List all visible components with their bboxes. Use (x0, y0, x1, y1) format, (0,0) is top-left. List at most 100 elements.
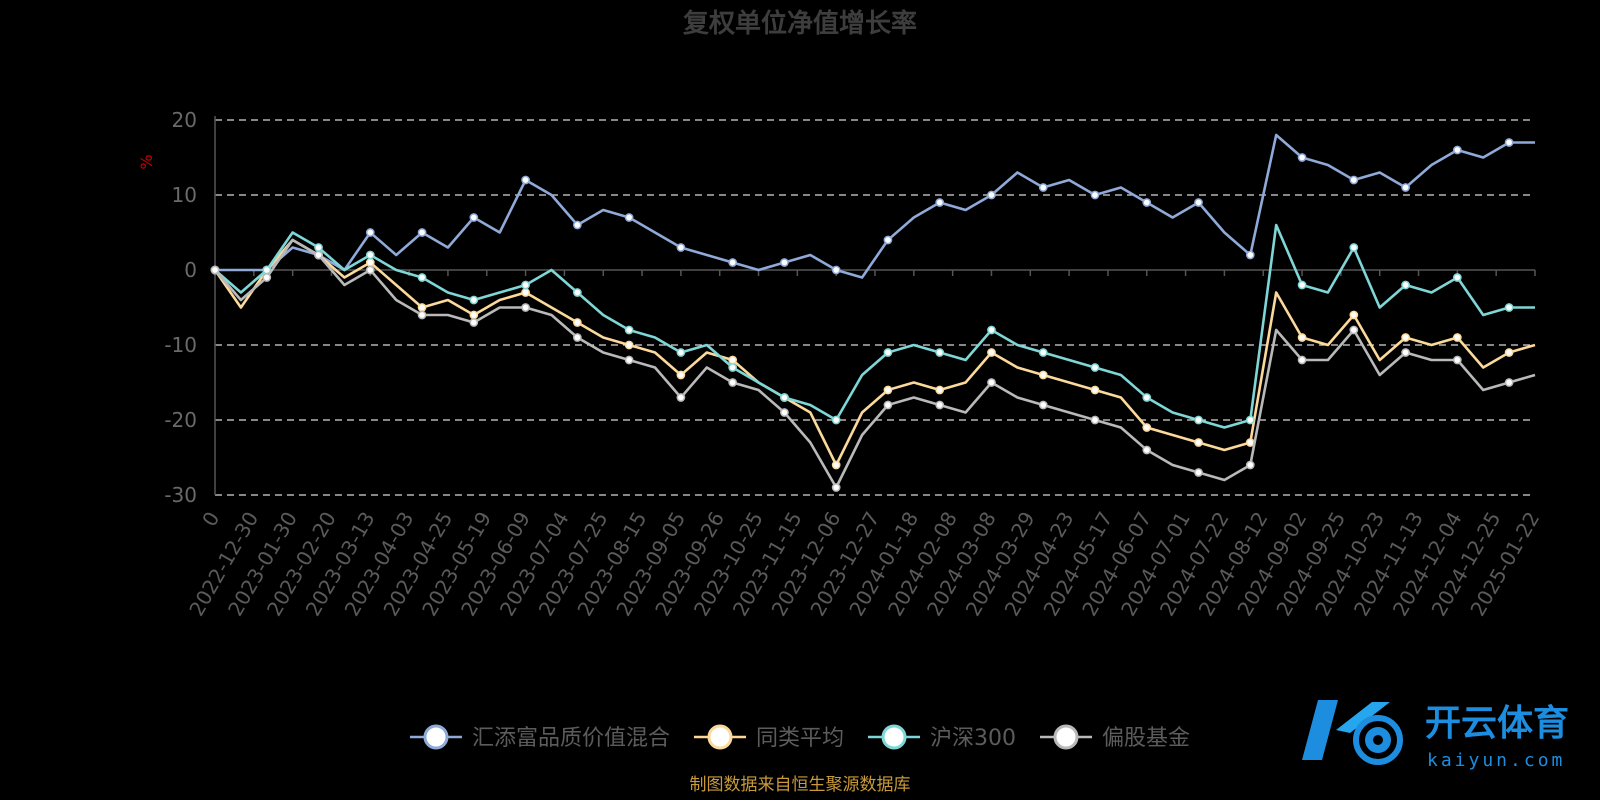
chart-title: 复权单位净值增长率 (683, 8, 917, 39)
data-point (1194, 198, 1203, 207)
data-point (676, 348, 686, 357)
data-point (1142, 423, 1152, 432)
legend-label: 同类平均 (756, 726, 844, 751)
x-tick-label: 0 (197, 508, 224, 531)
data-point (831, 483, 841, 492)
data-point (676, 393, 686, 402)
series-1 (210, 238, 1536, 470)
data-point (831, 415, 841, 425)
y-tick-label: 0 (184, 258, 197, 282)
data-point (780, 258, 789, 267)
data-point (1038, 348, 1048, 357)
data-point (365, 228, 375, 237)
data-point (676, 370, 686, 380)
data-point (1349, 243, 1359, 252)
data-point (1297, 153, 1307, 162)
legend-marker (1053, 724, 1079, 750)
series-lines (210, 133, 1536, 492)
data-point (1142, 445, 1152, 455)
data-point (417, 310, 427, 320)
data-point (831, 460, 841, 470)
data-point (365, 258, 375, 267)
data-source-note: 制图数据来自恒生聚源数据库 (690, 775, 911, 795)
data-point (1401, 280, 1410, 290)
data-point (624, 213, 634, 222)
data-point (728, 378, 737, 387)
data-point (987, 378, 996, 387)
legend-item-1[interactable]: 同类平均 (693, 724, 844, 751)
y-tick-label: 10 (172, 183, 197, 207)
series-line (215, 133, 1535, 279)
data-point (1453, 355, 1462, 365)
y-tick-label: -20 (164, 408, 197, 432)
series-line (214, 238, 1536, 489)
kaiyun-logo: 开云体育 kaiyun.com (1302, 700, 1569, 771)
legend-marker (707, 724, 733, 750)
series-0 (210, 133, 1535, 279)
data-point (1090, 190, 1100, 200)
data-point (1194, 438, 1203, 447)
data-point (676, 243, 686, 252)
data-point (1401, 183, 1410, 192)
data-point (935, 385, 945, 395)
data-point (1349, 175, 1359, 185)
data-point (1349, 310, 1359, 320)
data-point (1504, 138, 1514, 147)
y-axis-unit: % (137, 154, 156, 169)
data-point (521, 280, 530, 290)
data-point (624, 355, 634, 365)
data-point (728, 258, 737, 267)
y-tick-label: -10 (164, 333, 197, 357)
logo-name: 开云体育 (1425, 703, 1569, 744)
legend-item-3[interactable]: 偏股基金 (1040, 724, 1190, 751)
y-tick-label: 20 (172, 108, 197, 132)
series-3 (210, 238, 1536, 492)
data-point (1401, 348, 1410, 357)
data-point (365, 265, 375, 275)
data-point (521, 303, 530, 312)
data-point (469, 213, 479, 222)
data-point (831, 265, 841, 275)
data-point (521, 175, 530, 185)
data-point (728, 363, 737, 372)
data-point (469, 295, 479, 305)
logo-emblem (1302, 700, 1403, 765)
data-point (987, 348, 996, 357)
legend-item-0[interactable]: 汇添富品质价值混合 (409, 724, 670, 751)
data-point (883, 235, 893, 245)
data-point (1453, 273, 1462, 282)
data-point (1349, 325, 1359, 335)
data-point (987, 190, 996, 200)
data-point (210, 265, 220, 275)
data-point (1504, 303, 1514, 312)
data-point (262, 273, 272, 282)
data-point (417, 273, 427, 282)
data-point (1297, 280, 1307, 290)
y-tick-labels: 20 10 0 -10 -20 -30 (164, 108, 197, 507)
data-point (365, 250, 375, 260)
data-point (1453, 145, 1462, 155)
data-point (469, 318, 479, 327)
legend-item-2[interactable]: 沪深300 (868, 724, 1016, 751)
data-point (1090, 363, 1100, 372)
data-point (1453, 333, 1462, 342)
data-point (1090, 415, 1100, 425)
data-point (987, 325, 996, 335)
data-point (728, 355, 737, 365)
y-tick-label: -30 (164, 483, 197, 507)
data-point (883, 348, 893, 357)
data-point (1038, 370, 1048, 380)
legend-label: 沪深300 (930, 726, 1016, 751)
data-point (573, 220, 582, 230)
data-point (1245, 415, 1255, 425)
data-point (1038, 183, 1048, 192)
data-point (1194, 468, 1203, 477)
data-point (314, 243, 323, 252)
data-point (883, 400, 893, 410)
data-point (1297, 355, 1307, 365)
data-point (1504, 348, 1514, 357)
data-point (469, 310, 479, 320)
series-2 (210, 223, 1535, 429)
data-point (935, 198, 945, 207)
